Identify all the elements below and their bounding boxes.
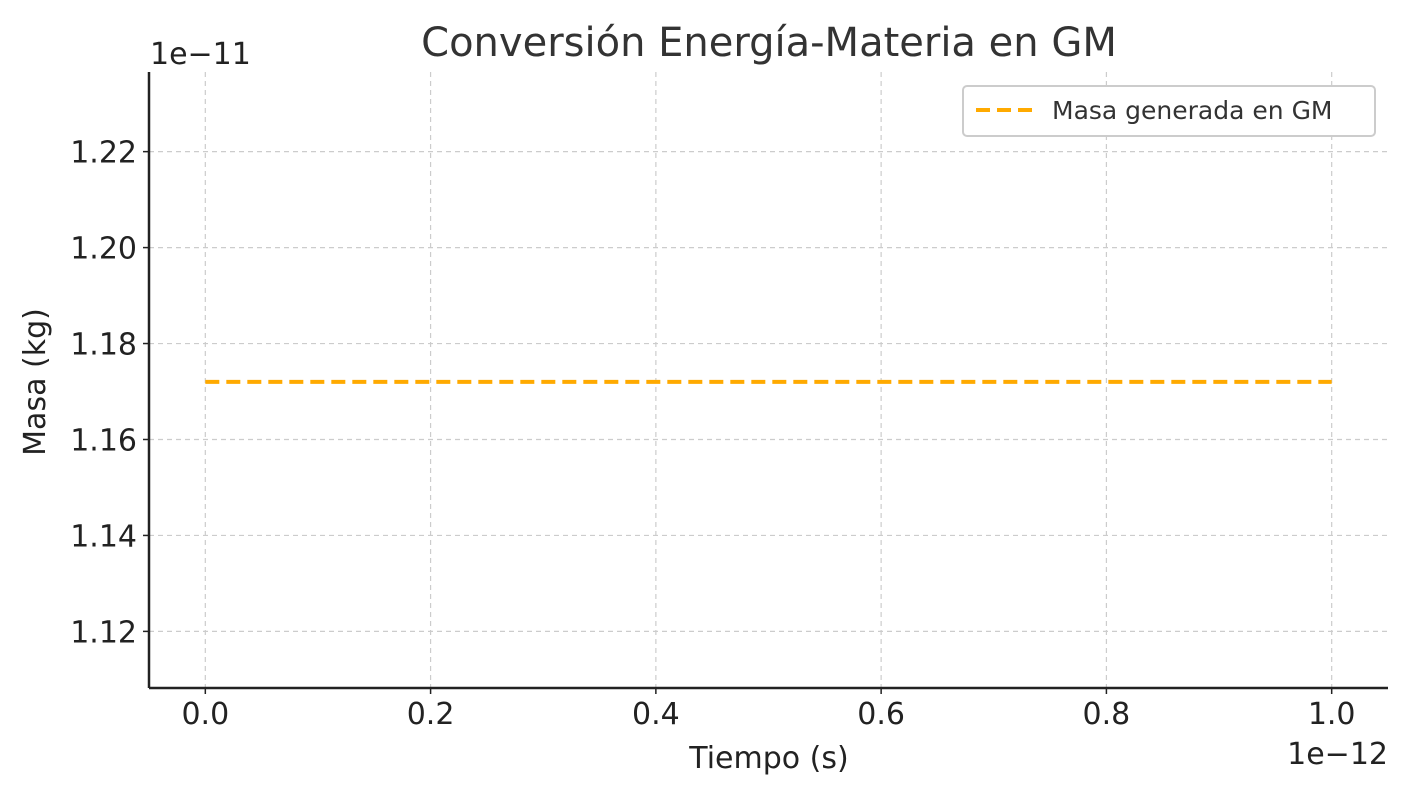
y-tick-label: 1.20 <box>70 232 137 267</box>
x-axis-label: Tiempo (s) <box>688 741 848 776</box>
x-axis-offset-label: 1e−12 <box>1287 737 1388 772</box>
chart-title: Conversión Energía-Materia en GM <box>421 20 1117 66</box>
ticks-layer: 0.0 0.2 0.4 0.6 0.8 1.0 1.12 1.14 1.16 1.18 1.20 1.… <box>70 136 1355 732</box>
y-tick-label: 1.22 <box>70 136 137 171</box>
y-axis-label: Masa (kg) <box>18 308 53 456</box>
axes-layer <box>147 72 1388 690</box>
y-tick-label: 1.16 <box>70 423 137 458</box>
y-axis-offset-label: 1e−11 <box>150 37 251 72</box>
legend-box <box>962 85 1376 137</box>
legend: Masa generada en GM <box>962 85 1376 137</box>
x-tick-label: 0.0 <box>181 697 229 732</box>
y-tick-label: 1.12 <box>70 615 137 650</box>
y-tick-label: 1.14 <box>70 519 137 554</box>
legend-label: Masa generada en GM <box>1052 96 1333 125</box>
x-tick-label: 0.8 <box>1083 697 1131 732</box>
x-tick-label: 1.0 <box>1308 697 1356 732</box>
x-tick-label: 0.4 <box>632 697 680 732</box>
y-tick-label: 1.18 <box>70 328 137 363</box>
x-tick-label: 0.6 <box>857 697 905 732</box>
x-tick-label: 0.2 <box>407 697 455 732</box>
